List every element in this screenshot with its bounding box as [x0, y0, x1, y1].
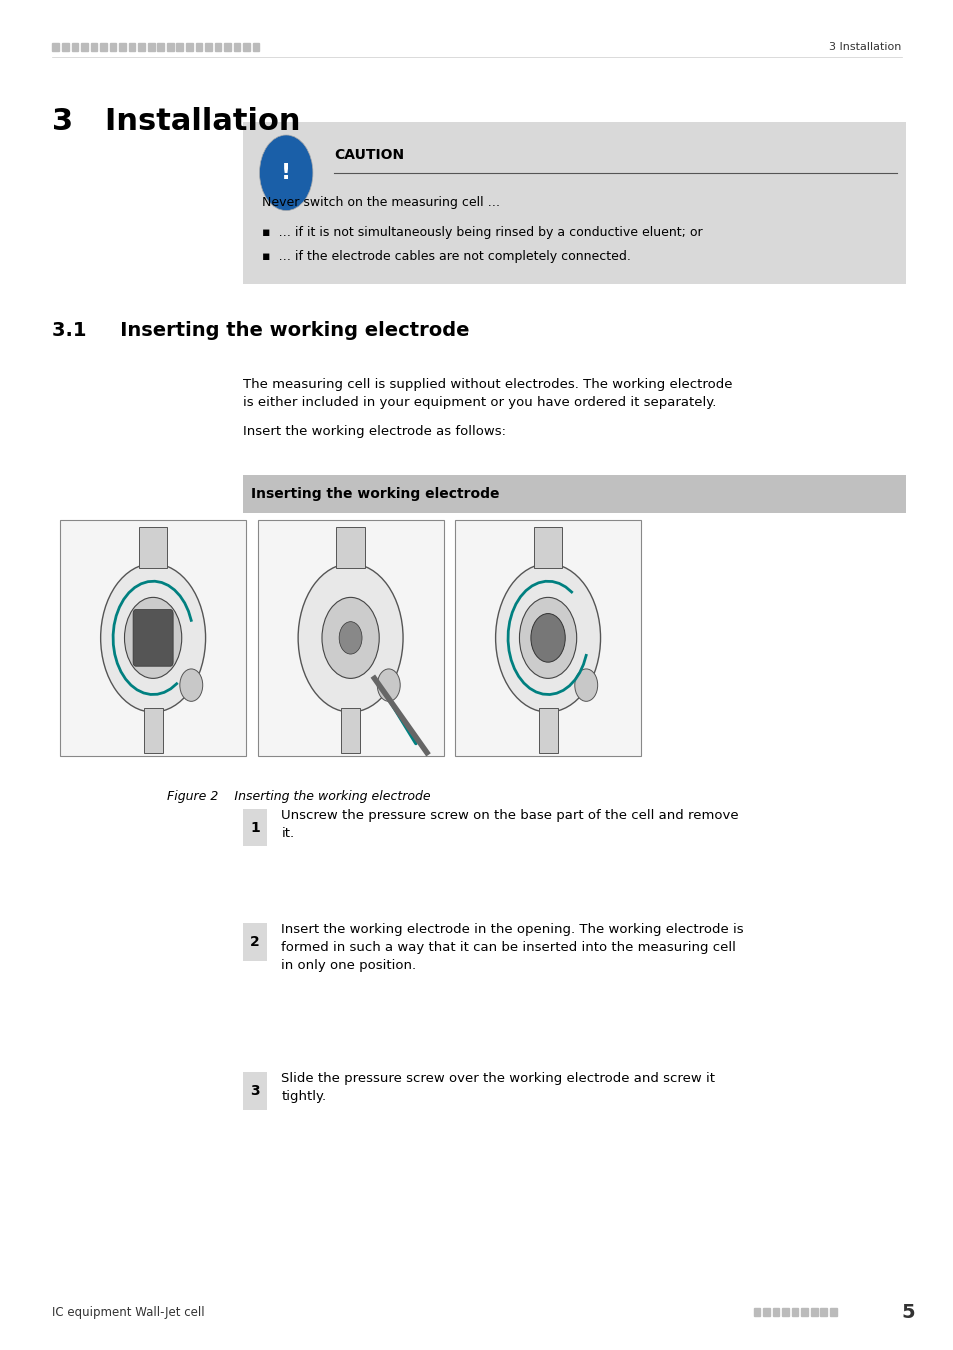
Circle shape: [377, 670, 400, 702]
Circle shape: [496, 564, 600, 713]
Bar: [81, 43, 88, 51]
Bar: [186, 43, 193, 51]
Bar: [148, 43, 154, 51]
Bar: [60, 520, 246, 756]
Text: 3 Installation: 3 Installation: [828, 42, 901, 53]
Bar: [143, 709, 162, 753]
Bar: [233, 43, 240, 51]
Bar: [52, 43, 59, 51]
Text: !: !: [281, 163, 291, 182]
Bar: [534, 526, 561, 567]
Bar: [129, 43, 135, 51]
Text: Slide the pressure screw over the working electrode and screw it
tightly.: Slide the pressure screw over the workin…: [281, 1072, 715, 1103]
Bar: [537, 709, 557, 753]
Circle shape: [530, 613, 564, 663]
Text: IC equipment Wall-Jet cell: IC equipment Wall-Jet cell: [52, 1305, 205, 1319]
Bar: [138, 43, 145, 51]
Bar: [119, 43, 126, 51]
Bar: [100, 43, 107, 51]
Bar: [820, 1308, 826, 1316]
Text: The measuring cell is supplied without electrodes. The working electrode
is eith: The measuring cell is supplied without e…: [243, 378, 732, 409]
Bar: [243, 43, 250, 51]
Text: 3.1     Inserting the working electrode: 3.1 Inserting the working electrode: [52, 321, 470, 340]
Bar: [253, 43, 259, 51]
Bar: [243, 923, 267, 961]
Text: CAUTION: CAUTION: [334, 148, 404, 162]
Text: 2: 2: [250, 936, 260, 949]
Bar: [157, 43, 164, 51]
Text: 5: 5: [901, 1303, 914, 1322]
Bar: [341, 709, 360, 753]
Circle shape: [259, 135, 313, 211]
Circle shape: [574, 670, 597, 702]
Bar: [772, 1308, 779, 1316]
Bar: [71, 43, 78, 51]
Bar: [762, 1308, 769, 1316]
Bar: [753, 1308, 760, 1316]
Bar: [243, 1072, 267, 1110]
Bar: [810, 1308, 817, 1316]
Bar: [214, 43, 221, 51]
Circle shape: [124, 597, 181, 678]
Bar: [62, 43, 69, 51]
Bar: [224, 43, 231, 51]
Circle shape: [179, 670, 203, 702]
Circle shape: [101, 564, 206, 713]
Bar: [791, 1308, 798, 1316]
Bar: [167, 43, 173, 51]
Circle shape: [339, 621, 362, 655]
Bar: [176, 43, 183, 51]
Circle shape: [322, 597, 379, 678]
Bar: [455, 520, 640, 756]
Text: Figure 2    Inserting the working electrode: Figure 2 Inserting the working electrode: [167, 790, 430, 803]
Bar: [91, 43, 97, 51]
Circle shape: [518, 597, 576, 678]
Bar: [257, 520, 443, 756]
Bar: [243, 475, 905, 513]
Bar: [335, 526, 364, 567]
Bar: [139, 526, 168, 567]
Text: Insert the working electrode in the opening. The working electrode is
formed in : Insert the working electrode in the open…: [281, 923, 743, 972]
Bar: [781, 1308, 788, 1316]
Bar: [801, 1308, 807, 1316]
Circle shape: [298, 564, 403, 713]
Bar: [110, 43, 116, 51]
FancyBboxPatch shape: [133, 610, 173, 667]
Bar: [829, 1308, 836, 1316]
Text: ▪  … if the electrode cables are not completely connected.: ▪ … if the electrode cables are not comp…: [262, 250, 631, 263]
Bar: [205, 43, 212, 51]
Bar: [243, 809, 267, 846]
Text: Unscrew the pressure screw on the base part of the cell and remove
it.: Unscrew the pressure screw on the base p…: [281, 809, 739, 840]
Text: ▪  … if it is not simultaneously being rinsed by a conductive eluent; or: ▪ … if it is not simultaneously being ri…: [262, 225, 702, 239]
Text: Insert the working electrode as follows:: Insert the working electrode as follows:: [243, 425, 506, 439]
Text: 3: 3: [250, 1084, 260, 1098]
Text: Never switch on the measuring cell …: Never switch on the measuring cell …: [262, 196, 500, 209]
Bar: [243, 122, 905, 284]
Text: Inserting the working electrode: Inserting the working electrode: [251, 487, 498, 501]
Bar: [195, 43, 202, 51]
Text: 1: 1: [250, 821, 260, 834]
Text: 3   Installation: 3 Installation: [52, 107, 300, 136]
